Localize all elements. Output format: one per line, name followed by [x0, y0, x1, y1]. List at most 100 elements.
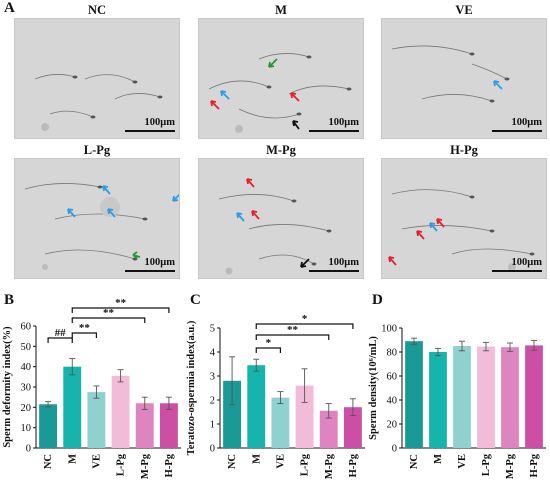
scale-bar — [492, 270, 542, 272]
scale-bar-label: 100μm — [511, 257, 542, 268]
blue-arrow-icon — [220, 90, 230, 100]
x-tick-label: VE — [457, 454, 468, 469]
blue-arrow-icon — [172, 193, 179, 202]
bar-m-pg — [135, 403, 154, 448]
x-tick-label: M-Pg — [505, 453, 516, 479]
scale-bar — [125, 130, 175, 132]
sperm-cells — [24, 183, 148, 270]
panel-letter-c: C — [190, 292, 201, 308]
significance-bracket — [255, 334, 330, 340]
scale-bar-label: 100μm — [511, 117, 542, 128]
blue-arrow-icon — [493, 80, 503, 90]
x-tick-label: M-Pg — [140, 453, 151, 479]
x-tick-label: L-Pg — [116, 453, 127, 476]
significance-label: ## — [55, 327, 67, 339]
significance-bracket — [47, 337, 73, 343]
micrograph-h-pg: 100μm — [381, 158, 547, 279]
y-tick-label: 10 — [21, 423, 32, 434]
y-tick-label: 50 — [21, 342, 32, 353]
bar-l-pg — [111, 375, 130, 448]
sperm-cells — [34, 74, 163, 131]
x-tick-label: L-Pg — [481, 453, 492, 476]
bar-m — [429, 352, 447, 448]
significance-bracket — [71, 332, 98, 338]
scale-bar — [492, 130, 542, 132]
black-arrow-icon — [292, 120, 300, 130]
sperm-cells — [391, 45, 510, 103]
significance-label: * — [302, 313, 308, 325]
x-tick-label: VE — [91, 454, 102, 469]
red-arrow-icon — [210, 100, 220, 110]
y-tick-label: 40 — [21, 362, 32, 373]
x-tick-label: M — [433, 454, 444, 464]
arrow-markers — [493, 80, 503, 90]
scale-bar-label: 100μm — [328, 257, 359, 268]
blue-arrow-icon — [429, 222, 438, 232]
micrograph-l-pg: 100μm — [14, 158, 180, 279]
bar-m — [247, 365, 266, 448]
x-tick-label: NC — [43, 454, 54, 469]
micrograph-m: 100μm — [198, 18, 364, 139]
y-axis-label: Teratozo-ospermia index(a.u.) — [186, 320, 197, 455]
y-tick-label: 20 — [21, 403, 32, 414]
micrograph-nc: 100μm — [14, 18, 180, 139]
y-tick-label: 60 — [387, 372, 398, 383]
bar-l-pg — [295, 385, 314, 448]
bar-m — [63, 366, 82, 448]
bar-h-pg — [525, 345, 543, 448]
micrograph-title-l-pg: L-Pg — [83, 143, 111, 157]
bar-ve — [453, 346, 471, 448]
x-tick-label: L-Pg — [300, 453, 311, 476]
panel-letter-d: D — [372, 292, 383, 308]
y-tick-label: 5 — [210, 324, 215, 335]
significance-label: ** — [115, 297, 127, 309]
panel-letter-a: A — [4, 0, 15, 16]
panel-letter-b: B — [4, 292, 15, 308]
x-tick-label: VE — [275, 454, 286, 469]
red-arrow-icon — [416, 230, 425, 240]
bar-chart-sperm-deformity: 0 10 20 30 40 50 60 Sperm deformity index(%) NC M… — [2, 297, 181, 479]
green-arrow-icon — [132, 251, 141, 259]
sperm-cells — [391, 189, 535, 271]
y-tick-label: 20 — [387, 420, 398, 431]
y-tick-label: 1 — [210, 420, 215, 431]
red-arrow-icon — [290, 92, 300, 102]
x-tick-label: M — [251, 454, 262, 464]
micrograph-m-pg: 100μm — [198, 158, 364, 279]
y-tick-label: 3 — [210, 372, 215, 383]
red-arrow-icon — [388, 256, 397, 266]
bar-nc — [405, 341, 423, 448]
blue-arrow-icon — [67, 208, 76, 218]
significance-bracket — [255, 323, 354, 329]
y-tick-label: 4 — [210, 348, 216, 359]
significance-label: ** — [103, 307, 115, 319]
y-tick-label: 100 — [381, 324, 397, 335]
micrograph-title-h-pg: H-Pg — [450, 143, 478, 157]
significance-bracket — [71, 307, 170, 313]
bar-nc — [223, 380, 242, 448]
y-axis-label: Sperm density(10⁶/mL) — [368, 336, 379, 440]
arrow-markers — [210, 58, 300, 130]
bar-m-pg — [319, 410, 338, 448]
significance-bracket — [71, 317, 146, 323]
scale-bar-label: 100μm — [144, 117, 175, 128]
x-tick-label: M-Pg — [324, 453, 335, 479]
green-arrow-icon — [268, 58, 278, 68]
significance-label: ** — [79, 322, 91, 334]
significance-bracket — [255, 347, 282, 353]
blue-arrow-icon — [236, 212, 245, 222]
blue-arrow-icon — [102, 185, 111, 195]
y-tick-label: 0 — [210, 444, 215, 455]
red-arrow-icon — [251, 210, 260, 220]
y-axis-label: Sperm deformity index(%) — [2, 326, 13, 448]
y-tick-label: 2 — [210, 396, 215, 407]
red-arrow-icon — [246, 178, 255, 188]
bar-nc — [39, 404, 58, 448]
micrograph-title-ve: VE — [455, 3, 473, 17]
y-tick-label: 60 — [21, 322, 32, 333]
scale-bar — [125, 270, 175, 272]
micrograph-title-nc: NC — [87, 3, 107, 17]
scale-bar — [309, 130, 359, 132]
bar-h-pg — [343, 407, 362, 448]
